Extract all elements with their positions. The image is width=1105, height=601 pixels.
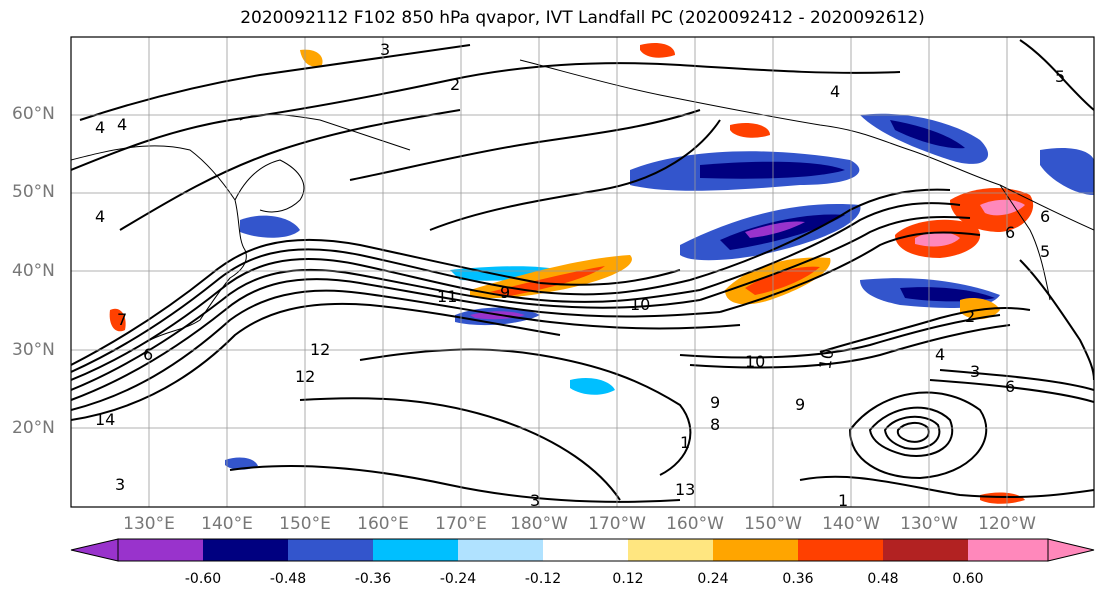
ivt-contours [71,39,1094,503]
contour-label: 13 [675,480,695,499]
contour-label: 6 [1005,377,1015,396]
colorbar-extend-low [70,538,119,562]
contour-label: 14 [95,410,115,429]
contour-label: 9 [710,393,720,412]
contour-label: 4 [95,118,105,137]
contour-labels: 3 2 4 4 5 4 4 6 5 11 9 10 10 10 12 12 6 … [95,40,1065,510]
contour-label: 4 [935,345,945,364]
negative-anomaly-west [240,215,300,238]
lon-label: 120°W [978,514,1036,534]
contour-label: 4 [830,82,840,101]
colorbar-tick-label: -0.36 [354,571,392,587]
colorbar-tick-label: -0.24 [439,571,477,587]
contour-label: 2 [450,75,460,94]
contour-label: 9 [795,395,805,414]
lat-label: 20°N [12,418,55,438]
colorbar-tick-label: 0.36 [782,571,814,587]
colorbar-tick-label: 0.24 [697,571,729,587]
contour-label: 6 [143,345,153,364]
contour-label: 5 [1055,67,1065,86]
gridlines [71,37,1094,507]
lon-label: 130°E [123,514,175,534]
lon-label: 170°W [588,514,646,534]
lat-label: 40°N [12,261,55,281]
lon-label: 150°E [279,514,331,534]
contour-label: 10 [630,295,650,314]
lon-label: 150°W [744,514,802,534]
contour-label: 6 [1005,223,1015,242]
map-title: 2020092112 F102 850 hPa qvapor, IVT Land… [240,8,925,28]
colorbar-tick-label: -0.60 [184,571,222,587]
contour-label: 4 [117,115,127,134]
colorbar-tick-label: 0.48 [867,571,899,587]
colorbar-tick-label: -0.12 [524,571,562,587]
lon-label: 160°W [666,514,724,534]
contour-label: 1 [680,433,690,452]
lat-label: 50°N [12,182,55,202]
contour-label: 10 [815,347,837,370]
lon-label: 170°E [435,514,487,534]
colorbar-extend-high [1047,538,1095,562]
contour-label: 1 [838,491,848,510]
contour-label: 12 [310,340,330,359]
contour-label: 2 [965,307,975,326]
colorbar [70,538,1095,562]
lon-label: 180°W [510,514,568,534]
contour-label: 3 [380,40,390,59]
contour-label: 3 [530,491,540,510]
contour-label: 8 [710,415,720,434]
lon-label: 130°W [900,514,958,534]
lon-label: 140°E [201,514,253,534]
contour-label: 3 [970,362,980,381]
negative-anomaly-east-coast [1040,148,1094,195]
map-frame [70,36,1095,508]
contour-label: 5 [1040,242,1050,261]
lat-label: 30°N [12,340,55,360]
lon-label: 140°W [822,514,880,534]
colorbar-tick-label: -0.48 [269,571,307,587]
contour-label: 11 [437,287,457,306]
contour-label: 7 [117,310,127,329]
lat-label: 60°N [12,104,55,124]
colorbar-tick-label: 0.12 [612,571,644,587]
contour-label: 12 [295,367,315,386]
contour-label: 10 [745,352,765,371]
colorbar-tick-label: 0.60 [952,571,984,587]
contour-label: 4 [95,207,105,226]
contour-label: 9 [500,283,510,302]
contour-label: 6 [1040,207,1050,226]
lon-label: 160°E [357,514,409,534]
contour-label: 3 [115,475,125,494]
